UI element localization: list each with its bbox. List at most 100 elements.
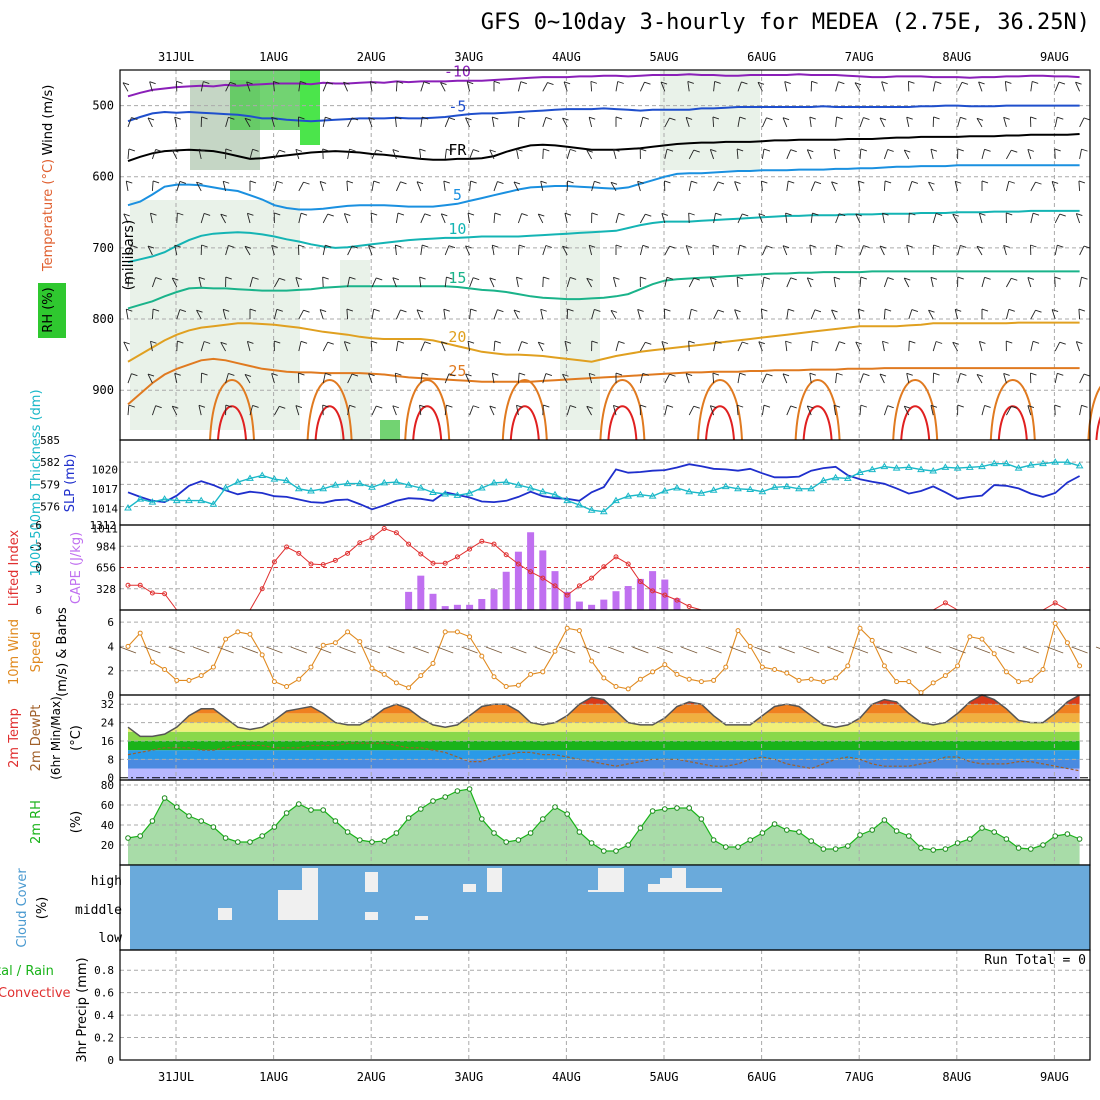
wind-barb [441, 341, 448, 345]
wind-barb [419, 404, 426, 408]
thickness-marker [136, 495, 145, 502]
wind-barb [493, 309, 498, 320]
wind-barb [1075, 213, 1081, 224]
wind-barb [422, 244, 429, 248]
lifted-index-marker [528, 569, 534, 575]
wind-barb [319, 181, 327, 184]
wind-barb [1083, 245, 1091, 249]
isotherm-line [127, 133, 1080, 163]
wind-barb [928, 309, 934, 320]
wind-barb [809, 116, 816, 120]
thickness-marker [307, 487, 315, 494]
wind-speed-marker [1028, 677, 1034, 683]
wind-barb [446, 404, 453, 408]
y-tick-label: 24 [101, 717, 115, 730]
wind-barb [1032, 212, 1040, 216]
isotherm-line [1095, 416, 1100, 441]
thickness-marker [526, 484, 535, 491]
wind-barb [809, 373, 812, 384]
wind-barb [1005, 181, 1010, 192]
wind-barb [176, 80, 183, 84]
thickness-marker [856, 468, 864, 476]
axis-label-rh: RH (%) [41, 287, 56, 332]
lifted-index-marker [589, 575, 595, 581]
wind-barb [420, 245, 423, 256]
wind-barb [1035, 309, 1042, 313]
wind-barb [200, 341, 205, 352]
wind-barb [1079, 277, 1082, 288]
wind-barb [489, 277, 495, 288]
wind10m-frame [119, 609, 1091, 696]
rh-area [128, 789, 1080, 865]
wind-barb [322, 276, 329, 280]
wind-barb [854, 82, 862, 86]
thickness-marker [209, 500, 218, 507]
wind-barb [688, 309, 692, 320]
y-tick-label-left: 6 [35, 604, 42, 617]
wind-barb [489, 149, 496, 153]
lifted-index-marker [625, 561, 631, 567]
wind-barb [930, 276, 938, 280]
wind-barb [279, 149, 286, 153]
wind-barb [618, 212, 625, 216]
wind-barb [978, 81, 985, 85]
wind-barb [688, 212, 690, 224]
cape-bar [405, 591, 413, 610]
wind-barb [1075, 82, 1081, 92]
date-label-bottom: 2AUG [357, 1070, 386, 1084]
wind-barb [712, 116, 720, 120]
y-tick-label-right: 984 [96, 540, 116, 553]
thickness-marker [1039, 459, 1047, 467]
wind-barb [1030, 244, 1037, 248]
thickness-marker [612, 496, 620, 504]
wind-barb [298, 116, 305, 120]
wind-barb [497, 309, 504, 313]
y-tick-label-left: -6 [29, 519, 42, 532]
y-tick-label-left: 3 [35, 583, 42, 596]
wind-barb [688, 340, 695, 344]
wind-barb [516, 149, 519, 160]
lifted-index-marker [442, 560, 448, 566]
wind-barb [1032, 340, 1040, 344]
wind-barb [976, 118, 983, 128]
wind-barb [788, 308, 795, 312]
lifted-index-marker [503, 552, 509, 558]
wind-speed-marker [503, 684, 509, 689]
wind-barb [155, 405, 162, 409]
wind-barb [688, 277, 695, 288]
surface-wind-barb [363, 646, 381, 654]
wind-barb [247, 340, 254, 344]
wind-barb [928, 181, 934, 192]
wind-barb [151, 180, 154, 191]
thickness-marker [416, 484, 425, 491]
wind-barb [666, 148, 674, 152]
wind-barb [928, 181, 935, 185]
rh-marker [527, 830, 534, 836]
wind-speed-marker [345, 629, 351, 635]
wind-speed-marker [308, 664, 314, 670]
wind-speed-marker [418, 673, 424, 679]
wind-barb [839, 341, 846, 345]
wind-barb [172, 405, 179, 409]
wind-barb [176, 309, 181, 320]
wind-speed-marker [454, 629, 460, 635]
wind-speed-marker [637, 676, 643, 682]
isotherm-label: 10 [448, 220, 466, 238]
wind-barb [859, 148, 862, 159]
rh-marker [942, 846, 949, 852]
wind-barb [984, 405, 991, 408]
isotherm-line [412, 405, 443, 441]
wind-barb [640, 276, 647, 280]
date-label-top: 3AUG [454, 50, 483, 64]
wind-barb [392, 277, 397, 288]
wind-barb [547, 82, 554, 85]
y-axis-title: (millibars) [121, 220, 137, 291]
rh-marker [405, 815, 412, 821]
wind-barb [271, 116, 278, 120]
wind-barb [368, 117, 373, 128]
cape-bar [636, 578, 644, 610]
wind-barb [244, 245, 252, 249]
thickness-marker [734, 484, 742, 492]
wind-barb [244, 117, 252, 121]
wind-barb [930, 277, 934, 288]
